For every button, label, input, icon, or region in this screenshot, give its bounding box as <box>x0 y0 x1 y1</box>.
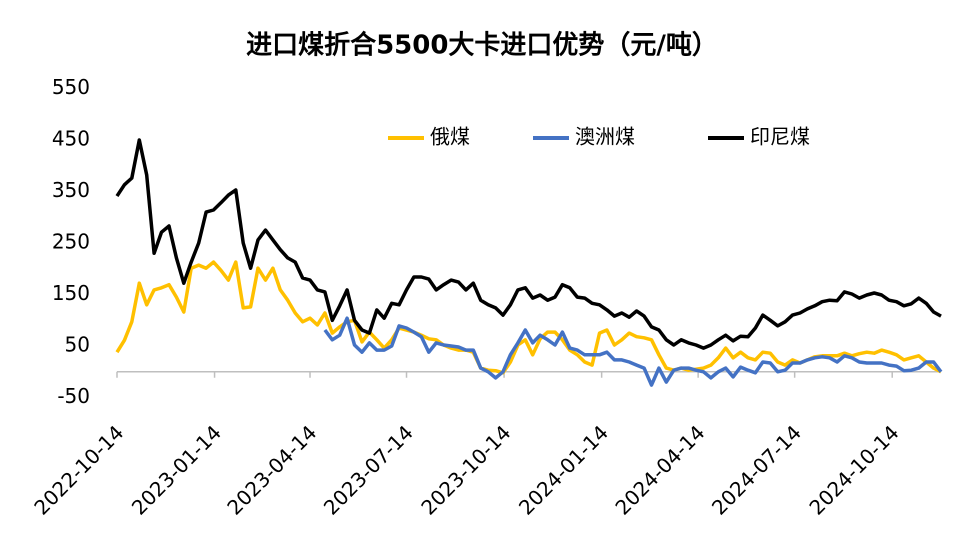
chart-title: 进口煤折合5500大卡进口优势（元/吨） <box>246 30 718 61</box>
y-tick-label: 350 <box>52 178 90 202</box>
x-tick-label: 2023-07-14 <box>319 420 418 519</box>
x-tick-label: 2023-10-14 <box>416 420 515 519</box>
x-tick-label: 2023-04-14 <box>222 420 321 519</box>
x-tick-label: 2022-10-14 <box>29 420 128 519</box>
x-tick-label: 2023-01-14 <box>127 420 226 519</box>
y-tick-label: 450 <box>52 127 90 151</box>
legend-label: 印尼煤 <box>750 125 810 149</box>
x-tick-label: 2024-01-14 <box>514 420 613 519</box>
legend-label: 俄煤 <box>430 125 470 149</box>
x-tick-label: 2024-10-14 <box>804 420 903 519</box>
y-tick-label: -50 <box>57 384 90 408</box>
x-tick-label: 2024-04-14 <box>610 420 709 519</box>
y-tick-label: 550 <box>52 75 90 99</box>
y-tick-label: 150 <box>52 281 90 305</box>
series-line <box>115 138 942 350</box>
y-tick-label: 50 <box>65 333 90 357</box>
y-tick-label: 250 <box>52 230 90 254</box>
legend-label: 澳洲煤 <box>575 125 635 149</box>
x-tick-label: 2024-07-14 <box>707 420 806 519</box>
series-line <box>323 316 943 387</box>
